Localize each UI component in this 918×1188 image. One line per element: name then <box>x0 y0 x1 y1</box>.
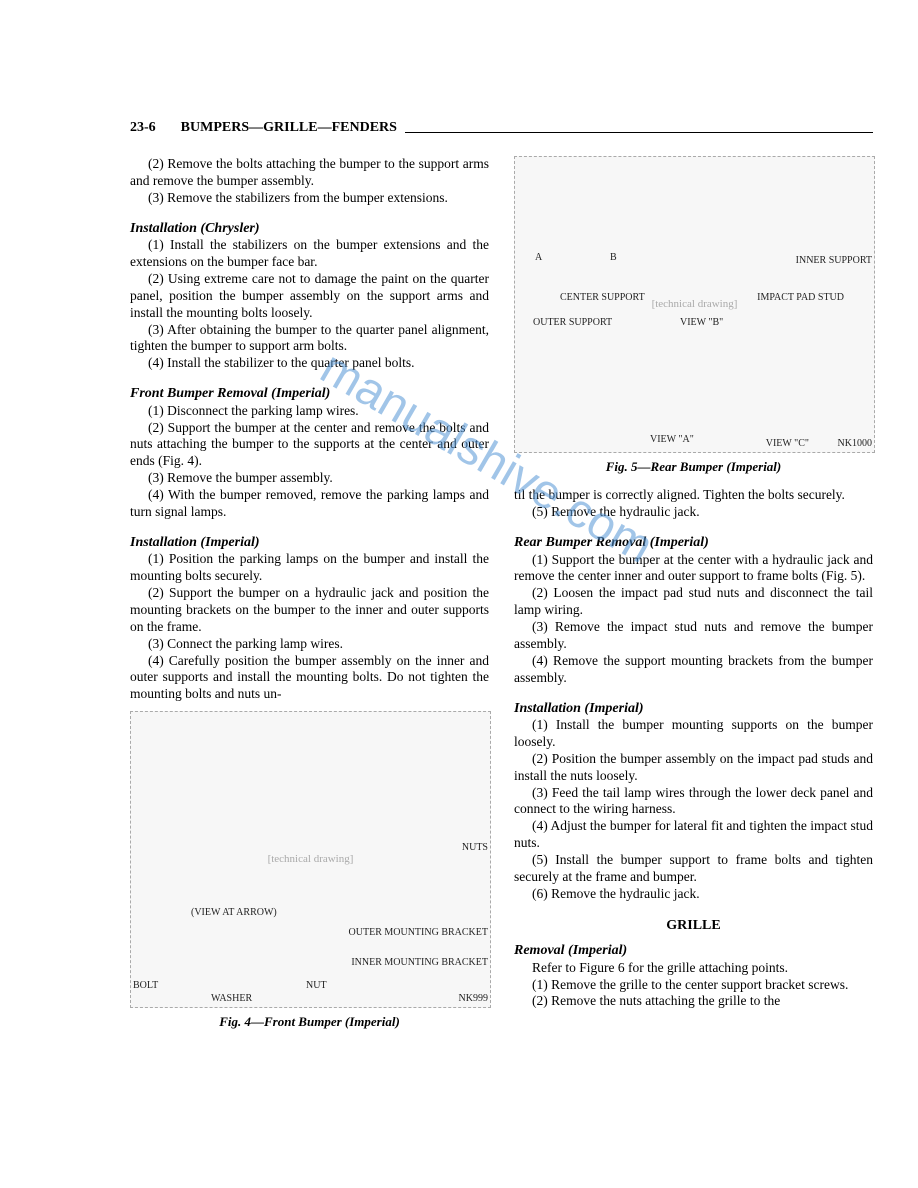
header-rule <box>405 132 873 133</box>
figure-label: NUT <box>306 980 327 993</box>
figure-label: VIEW "C" <box>766 438 809 451</box>
body-text: (2) Position the bumper assembly on the … <box>514 751 873 785</box>
body-text: (4) Install the stabilizer to the quarte… <box>130 355 489 372</box>
figure-5-image: [technical drawing] A B INNER SUPPORT CE… <box>514 156 875 453</box>
page-title: BUMPERS—GRILLE—FENDERS <box>181 120 397 136</box>
figure-label: VIEW "B" <box>680 317 723 330</box>
body-text: (2) Remove the bolts attaching the bumpe… <box>130 156 489 190</box>
body-text: (3) Remove the impact stud nuts and remo… <box>514 619 873 653</box>
page-header: 23-6 BUMPERS—GRILLE—FENDERS <box>130 120 873 136</box>
body-text: (1) Install the stabilizers on the bumpe… <box>130 237 489 271</box>
right-column: [technical drawing] A B INNER SUPPORT CE… <box>514 156 873 1030</box>
body-text: (2) Loosen the impact pad stud nuts and … <box>514 585 873 619</box>
body-text: (1) Install the bumper mounting supports… <box>514 717 873 751</box>
body-text: (1) Remove the grille to the center supp… <box>514 977 873 994</box>
figure-4: [technical drawing] NUTS (VIEW AT ARROW)… <box>130 711 489 1030</box>
figure-label: WASHER <box>211 993 252 1006</box>
body-text: (2) Support the bumper on a hydraulic ja… <box>130 585 489 636</box>
section-heading: Removal (Imperial) <box>514 942 873 960</box>
body-text: (5) Install the bumper support to frame … <box>514 852 873 886</box>
body-text: (1) Disconnect the parking lamp wires. <box>130 403 489 420</box>
body-text: (3) Feed the tail lamp wires through the… <box>514 785 873 819</box>
figure-4-image: [technical drawing] NUTS (VIEW AT ARROW)… <box>130 711 491 1008</box>
body-text: (5) Remove the hydraulic jack. <box>514 504 873 521</box>
figure-label: NK1000 <box>838 438 872 451</box>
figure-label: BOLT <box>133 980 158 993</box>
left-column: (2) Remove the bolts attaching the bumpe… <box>130 156 489 1030</box>
figure-label: INNER SUPPORT <box>796 255 872 268</box>
body-text: (4) Remove the support mounting brackets… <box>514 653 873 687</box>
body-text: (3) Remove the stabilizers from the bump… <box>130 190 489 207</box>
figure-5: [technical drawing] A B INNER SUPPORT CE… <box>514 156 873 475</box>
body-text: (1) Support the bumper at the center wit… <box>514 552 873 586</box>
body-text: (2) Support the bumper at the center and… <box>130 420 489 471</box>
figure-label: A <box>535 252 542 265</box>
figure-label: CENTER SUPPORT <box>560 292 645 305</box>
figure-label: NUTS <box>462 842 488 855</box>
figure-4-caption: Fig. 4—Front Bumper (Imperial) <box>130 1014 489 1030</box>
figure-label: NK999 <box>459 993 488 1006</box>
figure-label: OUTER SUPPORT <box>533 317 612 330</box>
body-text: (4) Carefully position the bumper assemb… <box>130 653 489 704</box>
figure-label: OUTER MOUNTING BRACKET <box>349 927 488 940</box>
figure-label: (VIEW AT ARROW) <box>191 907 277 920</box>
body-text: (4) With the bumper removed, remove the … <box>130 487 489 521</box>
section-heading: Installation (Imperial) <box>130 534 489 552</box>
body-text: til the bumper is correctly aligned. Tig… <box>514 487 873 504</box>
body-text: (2) Remove the nuts attaching the grille… <box>514 993 873 1010</box>
section-heading: Installation (Chrysler) <box>130 220 489 238</box>
body-text: (1) Position the parking lamps on the bu… <box>130 551 489 585</box>
figure-5-caption: Fig. 5—Rear Bumper (Imperial) <box>514 459 873 475</box>
body-text: (6) Remove the hydraulic jack. <box>514 886 873 903</box>
body-text: (2) Using extreme care not to damage the… <box>130 271 489 322</box>
body-text: (3) Remove the bumper assembly. <box>130 470 489 487</box>
section-heading: Installation (Imperial) <box>514 700 873 718</box>
figure-label: B <box>610 252 617 265</box>
body-text: (3) Connect the parking lamp wires. <box>130 636 489 653</box>
figure-label: IMPACT PAD STUD <box>757 292 844 305</box>
page-number: 23-6 <box>130 120 156 136</box>
figure-label: INNER MOUNTING BRACKET <box>351 957 488 970</box>
section-heading: Front Bumper Removal (Imperial) <box>130 385 489 403</box>
section-heading-center: GRILLE <box>514 917 873 935</box>
body-text: (4) Adjust the bumper for lateral fit an… <box>514 818 873 852</box>
figure-label: VIEW "A" <box>650 434 694 447</box>
section-heading: Rear Bumper Removal (Imperial) <box>514 534 873 552</box>
body-text: Refer to Figure 6 for the grille attachi… <box>514 960 873 977</box>
body-text: (3) After obtaining the bumper to the qu… <box>130 322 489 356</box>
